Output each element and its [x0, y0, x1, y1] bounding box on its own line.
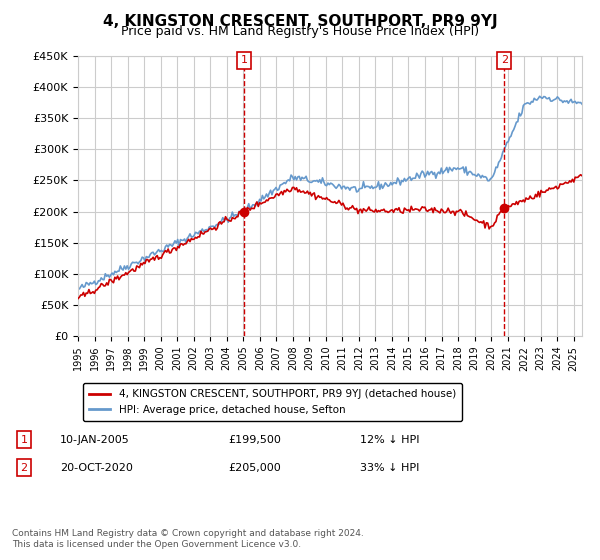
Text: £199,500: £199,500 — [228, 435, 281, 445]
Text: 33% ↓ HPI: 33% ↓ HPI — [360, 463, 419, 473]
Legend: 4, KINGSTON CRESCENT, SOUTHPORT, PR9 9YJ (detached house), HPI: Average price, d: 4, KINGSTON CRESCENT, SOUTHPORT, PR9 9YJ… — [83, 383, 462, 421]
Text: 1: 1 — [20, 435, 28, 445]
Text: Price paid vs. HM Land Registry's House Price Index (HPI): Price paid vs. HM Land Registry's House … — [121, 25, 479, 38]
Text: 1: 1 — [241, 55, 247, 66]
Text: 4, KINGSTON CRESCENT, SOUTHPORT, PR9 9YJ: 4, KINGSTON CRESCENT, SOUTHPORT, PR9 9YJ — [103, 14, 497, 29]
Text: 2: 2 — [20, 463, 28, 473]
Text: 2: 2 — [501, 55, 508, 66]
Text: 10-JAN-2005: 10-JAN-2005 — [60, 435, 130, 445]
Text: 12% ↓ HPI: 12% ↓ HPI — [360, 435, 419, 445]
Text: Contains HM Land Registry data © Crown copyright and database right 2024.
This d: Contains HM Land Registry data © Crown c… — [12, 529, 364, 549]
Text: 20-OCT-2020: 20-OCT-2020 — [60, 463, 133, 473]
Text: £205,000: £205,000 — [228, 463, 281, 473]
